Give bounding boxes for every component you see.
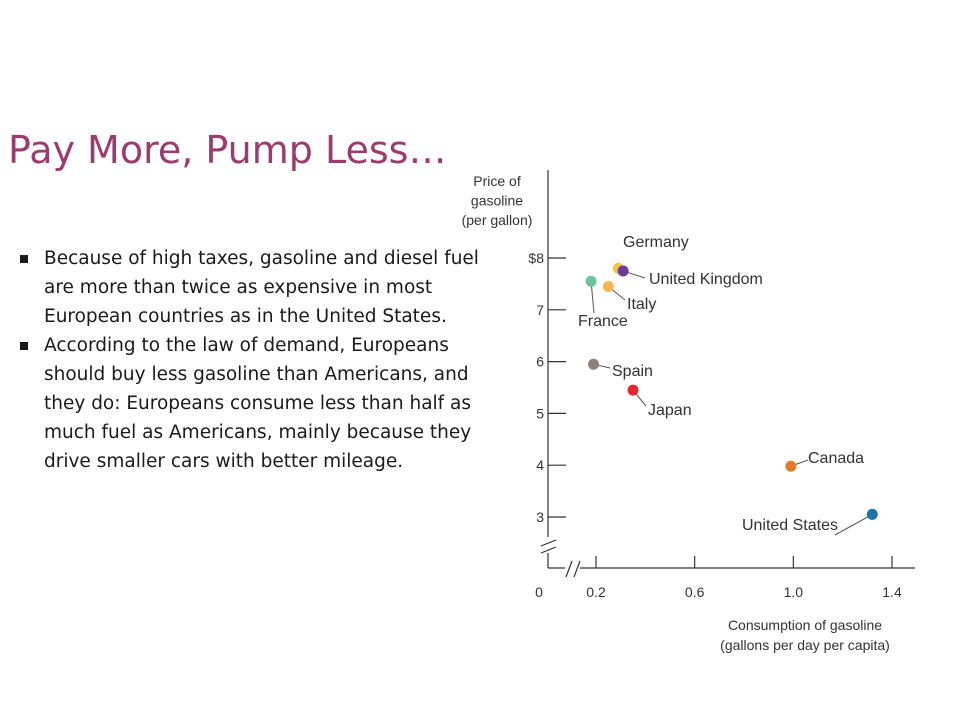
y-axis-break-mark bbox=[540, 546, 557, 554]
bullet-item: Because of high taxes, gasoline and dies… bbox=[20, 244, 498, 331]
point-label: United Kingdom bbox=[649, 271, 763, 288]
x-axis-title-line: (gallons per day per capita) bbox=[720, 637, 890, 653]
y-tick-label: 5 bbox=[536, 405, 544, 421]
x-tick-label: 0.6 bbox=[685, 584, 705, 600]
point-label: Germany bbox=[623, 234, 689, 251]
data-point bbox=[617, 265, 629, 277]
y-axis-title-line: Price of bbox=[473, 173, 521, 189]
data-point bbox=[627, 384, 639, 396]
y-axis-break-mark bbox=[540, 539, 557, 547]
x-tick-label: 1.0 bbox=[784, 584, 804, 600]
point-label: Japan bbox=[648, 402, 692, 419]
y-tick-label: 4 bbox=[536, 457, 544, 473]
square-bullet-icon bbox=[20, 342, 28, 350]
point-label: France bbox=[578, 313, 628, 330]
bullet-list: Because of high taxes, gasoline and dies… bbox=[20, 244, 498, 476]
point-label: Canada bbox=[808, 450, 864, 467]
square-bullet-icon bbox=[20, 255, 28, 263]
data-point bbox=[866, 508, 878, 520]
origin-label: 0 bbox=[535, 584, 543, 600]
y-tick-label: 7 bbox=[536, 302, 544, 318]
y-axis-title-line: (per gallon) bbox=[462, 212, 533, 228]
y-tick-label: 6 bbox=[536, 354, 544, 370]
x-tick-label: 0.2 bbox=[586, 584, 606, 600]
leader-line bbox=[834, 513, 873, 536]
x-tick-label: 1.4 bbox=[882, 584, 902, 600]
x-axis-title-line: Consumption of gasoline bbox=[728, 617, 882, 633]
point-label: Spain bbox=[612, 363, 653, 380]
y-tick-label: $8 bbox=[528, 250, 544, 266]
x-axis-break-mark bbox=[573, 560, 581, 578]
point-label: Italy bbox=[627, 296, 656, 313]
data-point bbox=[602, 280, 614, 292]
bullet-item: According to the law of demand, European… bbox=[20, 331, 498, 476]
data-point bbox=[588, 358, 600, 370]
x-axis-break-mark bbox=[565, 560, 573, 578]
bullet-text: According to the law of demand, European… bbox=[44, 335, 472, 472]
bullet-text: Because of high taxes, gasoline and dies… bbox=[44, 248, 479, 327]
data-point bbox=[585, 275, 597, 287]
point-label: United States bbox=[742, 517, 838, 534]
y-axis-title-line: gasoline bbox=[471, 193, 523, 209]
slide-title: Pay More, Pump Less… bbox=[8, 128, 447, 172]
data-point bbox=[785, 460, 797, 472]
y-tick-label: 3 bbox=[536, 509, 544, 525]
